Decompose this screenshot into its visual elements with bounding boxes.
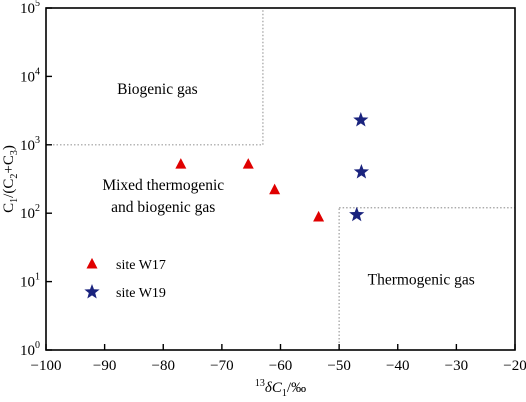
- y-tick-exponent: 0: [35, 340, 40, 351]
- legend-label-w19: site W19: [116, 286, 166, 301]
- x-tick-label: −90: [93, 358, 116, 374]
- data-point-triangle: [313, 210, 325, 222]
- y-label-c1: C: [1, 203, 17, 213]
- x-axis-label-suffix: /‰: [287, 380, 306, 396]
- y-label-sub1: 1: [9, 198, 20, 203]
- y-tick-exponent: 4: [35, 66, 40, 77]
- region-boundaries: [46, 8, 515, 350]
- data-point-triangle: [242, 158, 254, 169]
- y-label-end: ): [1, 145, 17, 150]
- x-axis-label-subscript: 1: [282, 388, 287, 399]
- x-axis: −100 −90 −80 −70 −60 −50 −40 −30 −20: [31, 344, 526, 374]
- region-label-biogenic: Biogenic gas: [117, 81, 198, 98]
- data-point-triangle: [175, 158, 187, 169]
- legend-star-shape: [84, 284, 100, 299]
- y-label-sub2: 2: [9, 174, 20, 179]
- y-tick-label: 103: [20, 135, 40, 154]
- y-tick-exponent: 1: [35, 272, 40, 283]
- y-tick-base: 10: [20, 69, 35, 85]
- y-tick-label: 100: [20, 340, 40, 359]
- legend-triangle-shape: [86, 257, 98, 269]
- x-tick-label: −60: [269, 358, 292, 374]
- region-label-mixed-line2: and biogenic gas: [111, 199, 215, 216]
- y-label-plus: +C: [1, 155, 17, 173]
- y-tick-label: 102: [20, 203, 40, 222]
- data-point-star: [353, 164, 370, 179]
- y-tick-label: 101: [20, 272, 40, 291]
- x-tick-label: −100: [31, 358, 62, 374]
- y-tick-base: 10: [20, 343, 35, 359]
- x-tick-label: −50: [327, 358, 350, 374]
- y-label-mid: /(C: [1, 179, 17, 198]
- y-tick-base: 10: [20, 206, 35, 222]
- y-axis-label: C1/(C2+C3): [1, 145, 20, 213]
- legend-marker-triangle: [86, 257, 98, 269]
- x-tick-label: −80: [152, 358, 175, 374]
- data-points: [175, 112, 370, 222]
- x-tick-label: −70: [210, 358, 233, 374]
- y-tick-base: 10: [20, 138, 35, 154]
- y-tick-label: 104: [20, 66, 40, 85]
- legend: site W17 site W19: [84, 257, 166, 301]
- data-point-star: [349, 206, 365, 222]
- x-tick-label: −30: [445, 358, 468, 374]
- y-tick-exponent: 2: [35, 203, 40, 214]
- y-tick-base: 10: [20, 1, 35, 17]
- legend-label-w17: site W17: [116, 258, 166, 273]
- data-point-triangle: [269, 183, 281, 195]
- y-tick-base: 10: [20, 275, 35, 291]
- y-label-sub3: 3: [9, 150, 20, 155]
- y-tick-exponent: 3: [35, 135, 40, 146]
- region-label-thermogenic: Thermogenic gas: [368, 272, 475, 289]
- y-tick-label: 105: [20, 0, 40, 17]
- x-axis-label-delta-c: δC: [265, 380, 283, 396]
- region-label-mixed-line1: Mixed thermogenic: [102, 177, 224, 194]
- y-tick-exponent: 5: [35, 0, 40, 9]
- data-point-star: [353, 112, 369, 127]
- legend-marker-star: [84, 284, 100, 299]
- x-tick-label: −40: [386, 358, 409, 374]
- x-axis-label: 13δC1/‰: [255, 378, 306, 399]
- x-tick-label: −20: [503, 358, 526, 374]
- x-axis-label-superscript: 13: [255, 378, 265, 389]
